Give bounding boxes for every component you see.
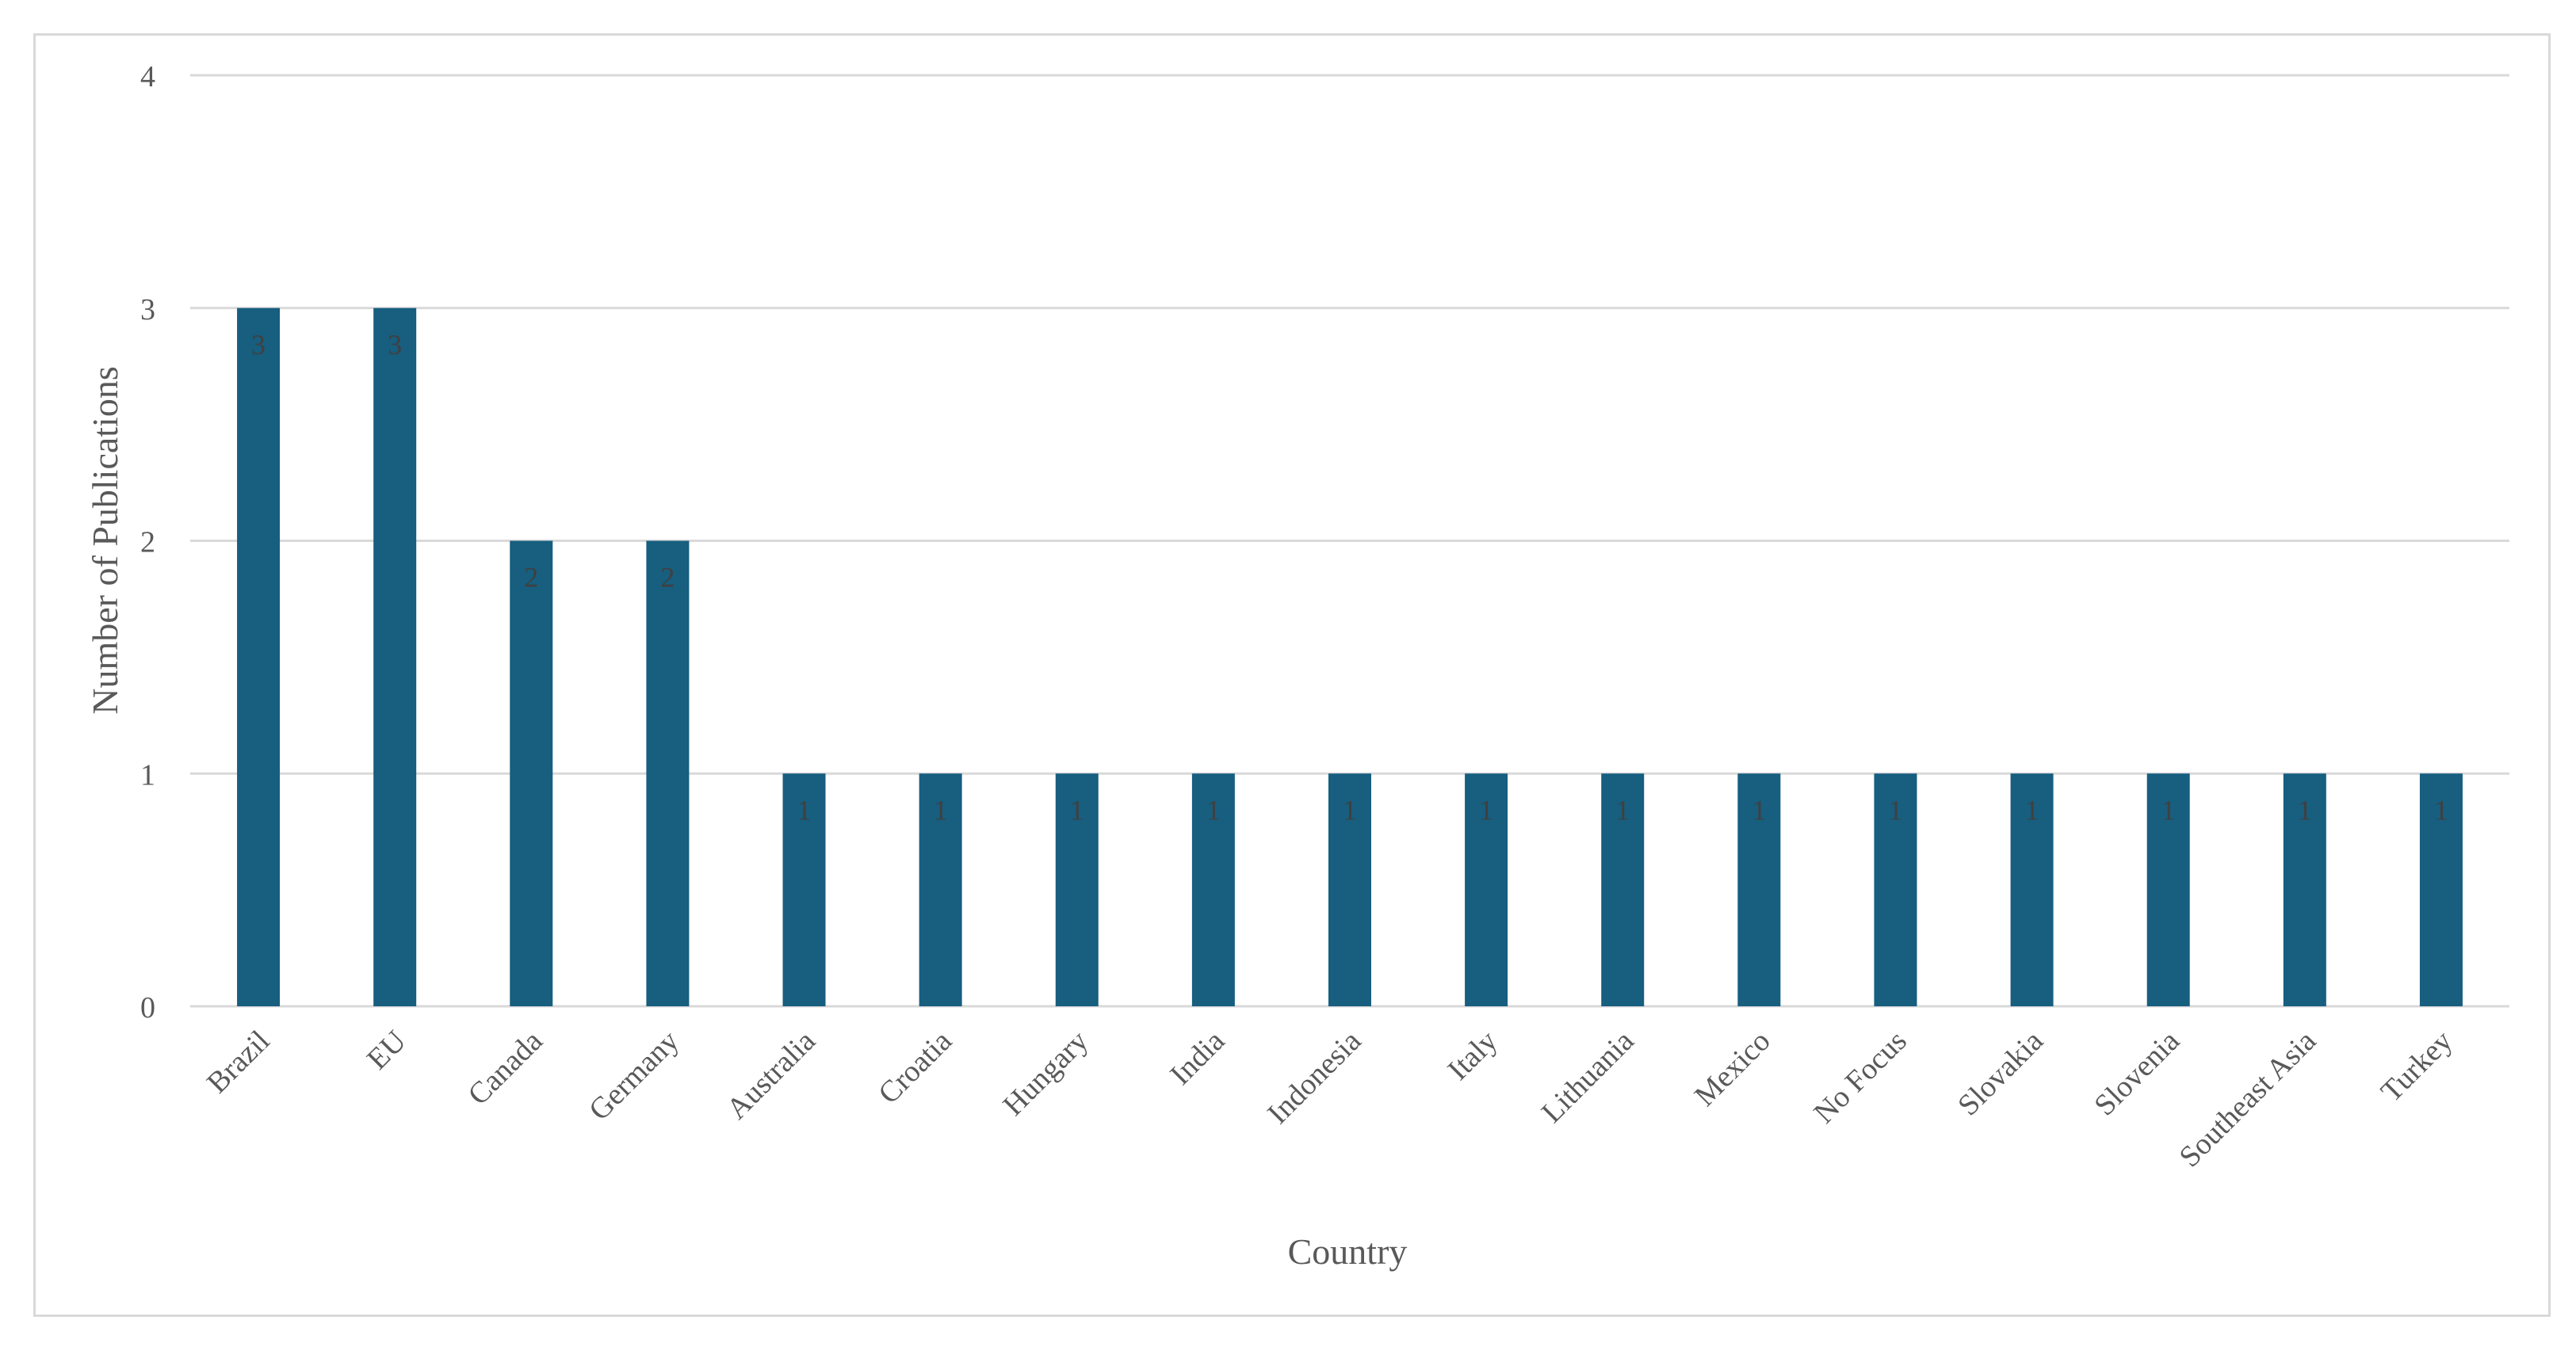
x-tick-label: Lithuania xyxy=(1535,1025,1641,1130)
bar-slovenia xyxy=(2146,773,2190,1006)
y-axis-ticks: 0 1 2 3 4 xyxy=(140,60,155,1025)
data-label: 1 xyxy=(2434,794,2448,826)
data-label: 3 xyxy=(388,329,402,361)
data-label: 2 xyxy=(660,562,675,593)
bar-australia xyxy=(782,773,826,1006)
data-label: 3 xyxy=(251,329,266,361)
y-tick-label: 2 xyxy=(140,526,155,559)
data-label: 1 xyxy=(2025,794,2039,826)
data-label: 1 xyxy=(1888,794,1902,826)
x-tick-label: Australia xyxy=(720,1025,822,1126)
bar-canada xyxy=(510,540,553,1006)
x-tick-label: India xyxy=(1164,1025,1231,1092)
data-label: 1 xyxy=(797,794,812,826)
bar-germany xyxy=(646,540,690,1006)
bar-croatia xyxy=(919,773,962,1006)
x-axis-ticks: Brazil EU Canada Germany Australia Croatia Hun… xyxy=(201,1025,2459,1174)
x-tick-label: Southeast Asia xyxy=(2173,1025,2323,1174)
data-label: 1 xyxy=(2298,794,2312,826)
bar-southeast-asia xyxy=(2283,773,2326,1006)
bar-india xyxy=(1191,773,1235,1006)
y-tick-label: 0 xyxy=(140,991,155,1025)
bar-mexico xyxy=(1737,773,1781,1006)
bar-eu xyxy=(373,307,417,1006)
y-tick-label: 4 xyxy=(140,60,155,93)
bar-hungary xyxy=(1055,773,1099,1006)
data-label: 1 xyxy=(1752,794,1766,826)
x-tick-label: Canada xyxy=(461,1025,548,1112)
bar-lithuania xyxy=(1601,773,1645,1006)
data-label: 1 xyxy=(1206,794,1221,826)
bar-slovakia xyxy=(2010,773,2054,1006)
x-tick-label: No Focus xyxy=(1807,1025,1913,1130)
y-tick-label: 1 xyxy=(140,758,155,792)
data-labels: 3 3 2 2 1 1 1 1 1 1 1 1 1 1 1 1 1 xyxy=(251,329,2448,826)
y-tick-label: 3 xyxy=(140,293,155,326)
x-tick-label: Slovenia xyxy=(2088,1025,2186,1123)
data-label: 2 xyxy=(524,562,538,593)
bar-brazil xyxy=(237,307,281,1006)
x-tick-label: EU xyxy=(361,1025,413,1077)
x-tick-label: Hungary xyxy=(996,1025,1095,1123)
x-axis-title: Country xyxy=(1288,1231,1408,1272)
data-label: 1 xyxy=(1479,794,1493,826)
chart-frame xyxy=(33,33,2551,1317)
bar-turkey xyxy=(2419,773,2463,1006)
x-tick-label: Croatia xyxy=(872,1025,958,1111)
bars xyxy=(237,307,2463,1006)
bar-italy xyxy=(1465,773,1508,1006)
bar-indonesia xyxy=(1328,773,1371,1006)
x-tick-label: Germany xyxy=(583,1025,686,1128)
y-axis-title: Number of Publications xyxy=(85,366,125,715)
x-tick-label: Slovakia xyxy=(1951,1025,2050,1123)
x-tick-label: Indonesia xyxy=(1261,1025,1367,1131)
data-label: 1 xyxy=(1070,794,1084,826)
data-label: 1 xyxy=(1615,794,1630,826)
data-label: 1 xyxy=(934,794,948,826)
x-tick-label: Italy xyxy=(1442,1025,1504,1087)
bar-no-focus xyxy=(1874,773,1917,1006)
x-tick-label: Mexico xyxy=(1688,1025,1777,1113)
data-label: 1 xyxy=(2161,794,2176,826)
x-tick-label: Turkey xyxy=(2375,1025,2459,1109)
data-label: 1 xyxy=(1343,794,1357,826)
x-tick-label: Brazil xyxy=(201,1025,276,1100)
